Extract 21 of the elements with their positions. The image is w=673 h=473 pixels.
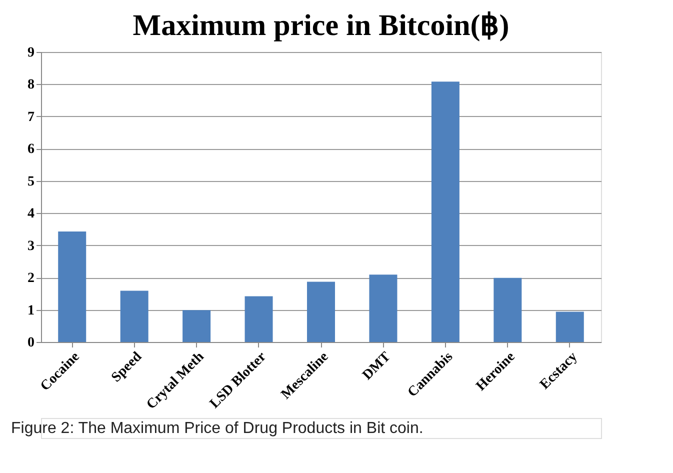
bar	[494, 278, 522, 342]
y-tick-label: 8	[28, 78, 34, 93]
y-tick-label: 0	[28, 336, 34, 350]
y-tick-label: 6	[28, 142, 34, 158]
bar	[182, 310, 211, 342]
y-tick-label: 7	[28, 110, 34, 125]
bar	[58, 231, 86, 342]
chart-title: Maximum price in Bitcoin(฿)	[132, 9, 510, 42]
y-tick-label: 9	[28, 46, 34, 60]
bar	[244, 296, 273, 342]
bar	[120, 290, 148, 342]
y-tick-label: 3	[28, 238, 34, 254]
bar	[556, 312, 584, 342]
bar	[431, 82, 460, 342]
caption: Figure 2: The Maximum Price of Drug Products in Bit coin.	[11, 420, 424, 437]
bar	[369, 274, 398, 342]
y-tick-label: 2	[28, 271, 34, 286]
y-tick-label: 5	[28, 174, 34, 190]
y-tick-label: 1	[28, 303, 34, 318]
bar	[307, 282, 335, 342]
y-tick-label: 4	[28, 206, 34, 222]
